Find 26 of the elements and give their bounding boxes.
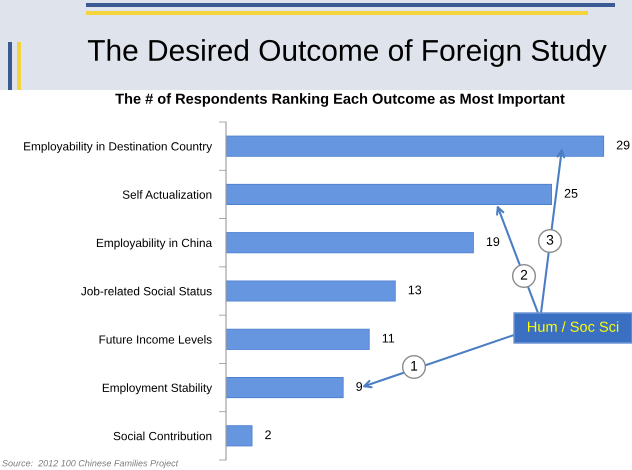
annotation: Hum / Soc Sci	[528, 321, 618, 332]
chart-title: The Desired Outcome of Foreign Study	[88, 39, 607, 67]
data-label: 25	[564, 188, 578, 198]
y-tick-label: Employability in China	[96, 238, 212, 250]
data-label: 29	[616, 140, 630, 150]
bar	[226, 377, 344, 398]
data-label: 13	[408, 286, 422, 294]
data-label: 19	[486, 237, 500, 246]
source-note: Source: 2012 100 Chinese Families Project	[2, 460, 178, 468]
annotation: 1	[411, 361, 418, 371]
bar	[226, 232, 474, 254]
annotation: 2	[520, 270, 528, 280]
y-tick-label: Social Contribution	[114, 432, 212, 440]
y-tick-label: Self Actualization	[122, 190, 212, 199]
y-tick-label: Future Income Levels	[100, 335, 212, 344]
y-tick-label: Employment Stability	[102, 383, 212, 394]
data-label: 2	[265, 430, 271, 440]
bar	[226, 328, 370, 350]
annotation: 3	[546, 234, 554, 245]
y-tick-label: Job-related Social Status	[81, 286, 212, 296]
data-label: 9	[356, 382, 362, 391]
bar	[226, 280, 396, 302]
chart-subtitle: The # of Respondents Ranking Each Outcome as Most Important	[115, 93, 565, 107]
y-tick-label: Employability in Destination Country	[24, 142, 212, 153]
bar	[226, 425, 252, 446]
data-label: 11	[382, 334, 394, 343]
